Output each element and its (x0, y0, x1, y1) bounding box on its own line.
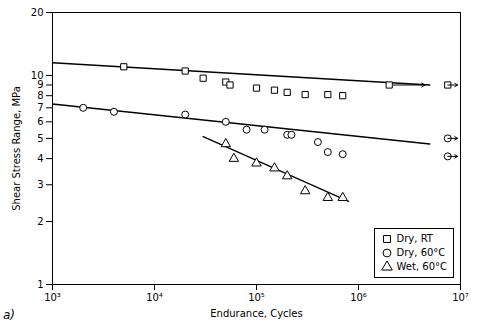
svg-text:7: 7 (37, 102, 43, 113)
svg-text:6: 6 (37, 116, 43, 127)
html-text:a): a) (3, 308, 15, 322)
svg-text:20: 20 (31, 7, 44, 18)
svg-text:10⁴: 10⁴ (146, 292, 163, 303)
svg-text:10: 10 (31, 70, 44, 81)
svg-text:10³: 10³ (44, 292, 61, 303)
svg-text:3: 3 (37, 179, 43, 190)
svg-text:4: 4 (37, 153, 43, 164)
html-text:Dry, RT: Dry, RT (396, 233, 433, 244)
svg-text:5: 5 (37, 133, 43, 144)
svg-text:10⁵: 10⁵ (248, 292, 265, 303)
svg-text:9: 9 (37, 79, 43, 90)
svg-text:10⁷: 10⁷ (452, 292, 469, 303)
svg-text:10⁶: 10⁶ (350, 292, 367, 303)
html-text:Dry, 60°C: Dry, 60°C (396, 247, 446, 258)
svg-text:2: 2 (37, 216, 43, 227)
svg-text:Endurance, Cycles: Endurance, Cycles (210, 308, 302, 319)
svg-text:8: 8 (37, 90, 43, 101)
html-text:Wet, 60°C: Wet, 60°C (396, 261, 447, 272)
svg-text:1: 1 (37, 279, 43, 290)
svg-text:Shear Stress Range, MPa: Shear Stress Range, MPa (11, 86, 22, 211)
